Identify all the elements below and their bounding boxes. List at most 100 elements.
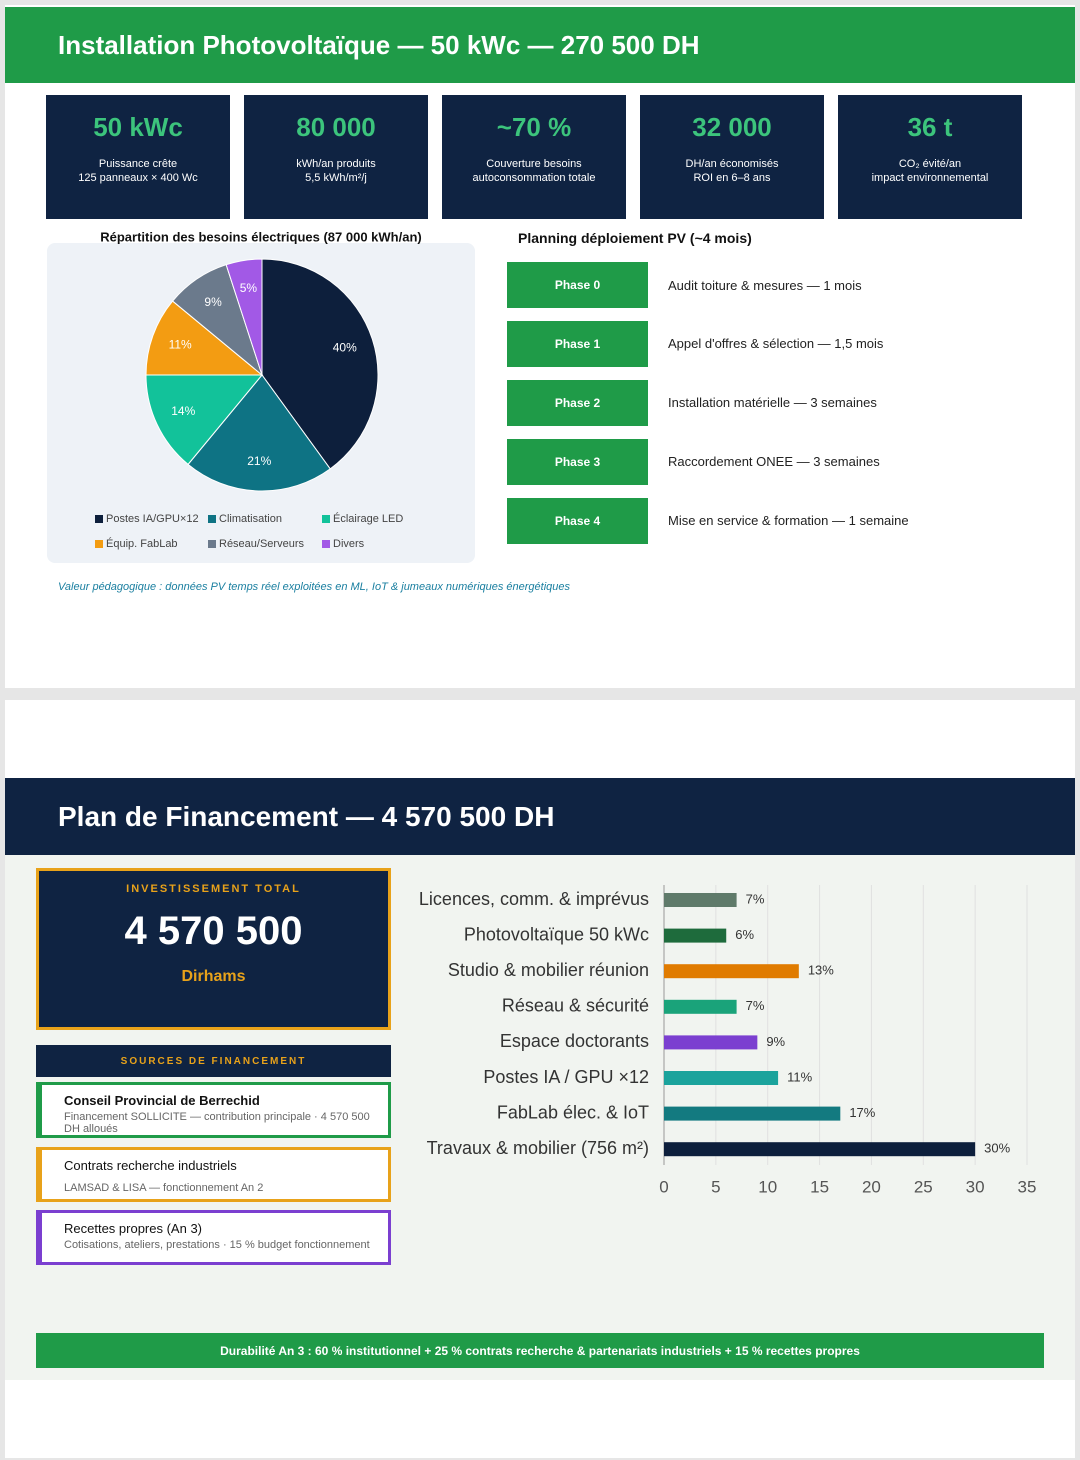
pie-slice (145, 300, 264, 376)
kpi-detail: ROI en 6–8 ans (693, 172, 771, 184)
kpi-label: Puissance crête (98, 158, 178, 170)
legend-label: Divers (333, 538, 365, 550)
y-tick-label: FabLab élec. & IoT (497, 1102, 649, 1122)
source-detail: Financement SOLLICITE — contribution pri… (64, 1111, 370, 1135)
legend-swatch (208, 540, 216, 548)
phase-task: Audit toiture & mesures — 1 mois (668, 278, 862, 293)
source-name: Contrats recherche industriels (64, 1158, 237, 1173)
kpi-card: 32 000 DH/an économisés ROI en 6–8 ans (640, 95, 824, 219)
phase-task: Appel d'offres & sélection — 1,5 mois (668, 336, 884, 351)
kpi-detail: autoconsommation totale (472, 172, 596, 184)
source-detail: Cotisations, ateliers, prestations · 15 … (64, 1239, 370, 1251)
kpi-label: DH/an économisés (685, 158, 779, 170)
chart-title: Répartition des besoins électriques (87 … (100, 229, 421, 244)
pie-slice (187, 374, 331, 492)
kpi-value: 50 kWc (93, 112, 183, 142)
bar (664, 1035, 758, 1050)
slice-label: 21% (247, 454, 271, 468)
legend-swatch (322, 540, 330, 548)
y-tick-label: Travaux & mobilier (756 m²) (427, 1138, 649, 1158)
phase-task: Raccordement ONEE — 3 semaines (668, 454, 880, 469)
legend-label: Éclairage LED (333, 512, 403, 525)
phase-box: Phase 2 (507, 380, 648, 426)
bar (664, 928, 727, 943)
source-detail: LAMSAD & LISA — fonctionnement An 2 (64, 1182, 264, 1194)
legend-label: Postes IA/GPU×12 (106, 513, 199, 525)
value-label: 11% (787, 1069, 812, 1084)
value-label: 9% (766, 1034, 785, 1049)
phase-task: Installation matérielle — 3 semaines (668, 395, 877, 410)
y-tick-label: Photovoltaïque 50 kWc (464, 924, 649, 944)
kpi-label: Couverture besoins (486, 158, 582, 170)
investment-label: INVESTISSEMENT TOTAL (126, 883, 301, 895)
pie-slice (145, 374, 264, 466)
investment-box: INVESTISSEMENT TOTAL 4 570 500 Dirhams (36, 868, 391, 1030)
kpi-label: kWh/an produits (296, 158, 376, 170)
kpi-label: CO₂ évité/an (898, 158, 962, 170)
slide-title: Plan de Financement — 4 570 500 DH (5, 778, 1075, 855)
source-card: Contrats recherche industriels LAMSAD & L… (36, 1147, 391, 1202)
phase-box: Phase 3 (507, 439, 648, 485)
sources-title: SOURCES DE FINANCEMENT (36, 1045, 391, 1077)
kpi-value: 32 000 (692, 112, 772, 142)
y-tick-label: Réseau & sécurité (502, 996, 649, 1016)
legend-label: Réseau/Serveurs (219, 538, 304, 550)
y-tick-label: Studio & mobilier réunion (448, 960, 649, 980)
kpi-card: 80 000 kWh/an produits 5,5 kWh/m²/j (244, 95, 428, 219)
phase-box: Phase 1 (507, 321, 648, 367)
slice-label: 5% (240, 281, 258, 295)
bar (664, 964, 799, 979)
x-tick-label: 35 (1018, 1177, 1037, 1196)
bar (664, 1106, 841, 1121)
kpi-value: ~70 % (496, 112, 572, 142)
phase-box: Phase 0 (507, 262, 648, 308)
y-tick-label: Espace doctorants (500, 1031, 649, 1051)
value-label: 17% (849, 1105, 875, 1120)
x-tick-label: 25 (914, 1177, 933, 1196)
x-tick-label: 0 (659, 1177, 668, 1196)
phase-task: Mise en service & formation — 1 semaine (668, 513, 909, 528)
source-name: Recettes propres (An 3) (64, 1221, 203, 1236)
value-label: 7% (746, 998, 765, 1013)
bar (664, 1071, 779, 1085)
bar (664, 999, 737, 1014)
bar (664, 1142, 976, 1157)
source-name: Conseil Provincial de Berrechid (64, 1093, 260, 1108)
value-label: 30% (984, 1141, 1010, 1156)
value-label: 13% (808, 963, 834, 978)
kpi-value: 36 t (907, 112, 953, 142)
legend-label: Climatisation (219, 513, 282, 525)
slide-title: Installation Photovoltaïque — 50 kWc — 2… (5, 7, 1075, 83)
slice-label: 14% (171, 404, 195, 418)
phase-box: Phase 4 (507, 498, 648, 544)
slice-label: 40% (333, 340, 357, 354)
kpi-detail: 5,5 kWh/m²/j (305, 172, 367, 184)
footer-banner: Durabilité An 3 : 60 % institutionnel + … (36, 1333, 1044, 1368)
x-tick-label: 20 (862, 1177, 881, 1196)
value-label: 7% (746, 891, 765, 906)
pie-slice (261, 258, 379, 470)
source-card: Conseil Provincial de Berrechid Financeme… (36, 1082, 391, 1138)
kpi-detail: 125 panneaux × 400 Wc (78, 172, 198, 184)
kpi-value: 80 000 (296, 112, 376, 142)
kpi-card: ~70 % Couverture besoins autoconsommation … (442, 95, 626, 219)
investment-amount: 4 570 500 (124, 909, 303, 953)
legend-swatch (95, 540, 103, 548)
x-tick-label: 10 (758, 1177, 777, 1196)
y-tick-label: Licences, comm. & imprévus (419, 889, 649, 909)
legend-swatch (322, 515, 330, 523)
legend-label: Équip. FabLab (106, 537, 178, 550)
x-tick-label: 5 (711, 1177, 720, 1196)
kpi-card: 36 t CO₂ évité/an impact environnemental (838, 95, 1022, 219)
bar (664, 893, 737, 907)
x-tick-label: 30 (966, 1177, 985, 1196)
kpi-detail: impact environnemental (871, 172, 989, 184)
slice-label: 9% (204, 295, 222, 309)
legend-swatch (208, 515, 216, 523)
value-label: 6% (735, 927, 754, 942)
pie-slice (225, 258, 263, 376)
kpi-card: 50 kWc Puissance crête 125 panneaux × 400 … (46, 95, 230, 219)
